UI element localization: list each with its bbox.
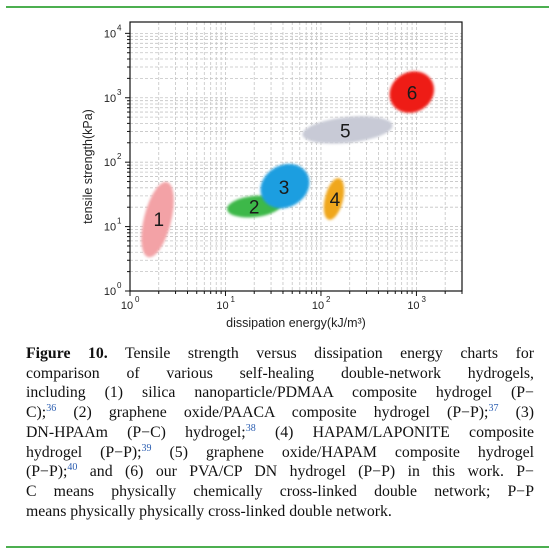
caption-line-3: including (1) silica nanoparticle/PDMAA … [26,383,534,403]
region-3-label: 3 [279,178,290,199]
reference-link[interactable]: 39 [141,442,152,454]
caption-line-6: hydrogel (P−P);39 (5) graphene oxide/HAP… [26,443,534,463]
region-4-label: 4 [330,190,341,211]
y-tick-exponent: 1 [117,217,122,226]
caption-text: (3) [498,404,535,422]
y-tick-exponent: 3 [117,88,122,97]
plot-frame [129,21,463,292]
region-5-label: 5 [340,122,351,143]
figure-label: Figure 10. [26,345,108,362]
caption-text: C); [26,404,47,422]
region-1-label: 1 [153,210,164,231]
caption-text: including (1) silica nanoparticle/PDMAA … [26,384,534,402]
caption-line-7: (P−P);40 and (6) our PVA/CP DN hydrogel … [26,462,534,482]
caption-text: DN-HPAAm (P−C) hydrogel; [26,423,246,441]
caption-text: (4) HAPAM/LAPONITE composite [255,423,534,441]
x-tick-exponent: 1 [230,295,235,304]
caption-text: (P−P); [26,463,68,481]
region-3 [260,163,310,209]
caption-text: (2) graphene oxide/PAACA composite hydro… [56,404,489,422]
caption-text: means physically physically cross-linked… [26,502,392,520]
caption-line-9: means physically physically cross-linked… [26,502,534,522]
y-tick-exponent: 0 [117,281,122,290]
y-tick-label-100: 10 [104,157,116,169]
region-2-label: 2 [249,198,260,219]
y-tick-label-10000: 10 [104,28,116,40]
region-1 [141,181,174,258]
x-tick-label-1000: 10 [407,300,419,312]
y-tick-label-1: 10 [104,286,116,298]
reference-link[interactable]: 36 [46,403,57,415]
y-tick-label-1000: 10 [104,93,116,105]
region-1-ellipse [141,181,174,258]
x-tick-label-10: 10 [216,300,228,312]
caption-text: Tensile strength versus dissipation ener… [107,345,535,362]
x-tick-exponent: 0 [135,295,140,304]
y-tick-exponent: 4 [117,23,122,32]
caption-text: hydrogel (P−P); [26,443,142,461]
axes [125,21,463,296]
region-6-label: 6 [407,84,418,105]
region-5-ellipse [302,116,393,144]
reference-link[interactable]: 38 [245,422,256,434]
caption-text: comparison of various self-healing doubl… [26,364,534,382]
region-4-ellipse [323,178,345,220]
caption-text: (5) graphene oxide/HAPAM composite hydro… [151,443,534,461]
y-tick-label-10: 10 [104,222,116,234]
caption-line-8: C means physically chemically cross-link… [26,482,534,502]
caption-text: and (6) our PVA/CP DN hydrogel (P−P) in … [77,463,534,481]
region-4 [323,178,345,220]
bottom-divider-rule [6,546,549,548]
x-tick-exponent: 2 [326,295,331,304]
y-tick-exponent: 2 [117,152,122,161]
x-tick-label-100: 10 [312,300,324,312]
caption-line-4: C);36 (2) graphene oxide/PAACA composite… [26,403,534,423]
region-6 [389,71,435,113]
figure-caption: Figure 10. Tensile strength versus dissi… [26,344,534,521]
x-tick-label-1: 10 [121,300,133,312]
grid-lines [130,22,462,291]
top-divider-rule [6,6,549,8]
caption-line-5: DN-HPAAm (P−C) hydrogel;38 (4) HAPAM/LAP… [26,423,534,443]
region-3-ellipse [260,163,310,209]
reference-link[interactable]: 40 [67,462,78,474]
caption-line-1: Figure 10. Tensile strength versus dissi… [26,344,534,364]
x-axis-title: dissipation energy(kJ/m³) [226,316,366,330]
x-tick-exponent: 3 [421,295,426,304]
region-5 [302,116,393,144]
region-6-ellipse [389,71,435,113]
caption-line-2: comparison of various self-healing doubl… [26,364,534,384]
reference-link[interactable]: 37 [488,403,499,415]
caption-text: C means physically chemically cross-link… [26,482,534,500]
y-axis-title: tensile strength(kPa) [81,109,95,224]
